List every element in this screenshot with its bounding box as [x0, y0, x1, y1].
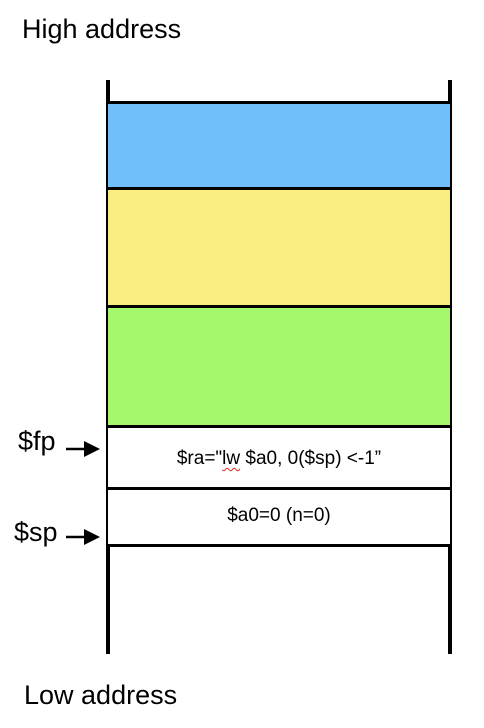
stack-block-blue [108, 101, 450, 190]
stack-cell-return-address: $ra="lw $a0, 0($sp) <-1” [108, 428, 450, 490]
stack-pointer-indicator: $sp [14, 518, 100, 546]
right-arrow-icon [65, 529, 100, 545]
stack-block-yellow [108, 190, 450, 308]
ra-cell-prefix: $ra=" [176, 448, 223, 469]
stack-block-green [108, 308, 450, 428]
stack-pointer-label: $sp [14, 516, 58, 547]
ra-cell-suffix: $a0, 0($sp) <-1” [240, 448, 382, 469]
low-address-label: Low address [24, 680, 178, 710]
stack-right-border [448, 80, 452, 654]
frame-pointer-label: $fp [18, 425, 56, 456]
frame-pointer-indicator: $fp [18, 424, 100, 458]
high-address-label: High address [22, 14, 182, 44]
right-arrow-icon [65, 441, 100, 457]
ra-cell-code-word: lw [222, 448, 241, 469]
stack-cell-argument: $a0=0 (n=0) [108, 490, 450, 547]
a0-cell-text: $a0=0 (n=0) [227, 505, 331, 526]
